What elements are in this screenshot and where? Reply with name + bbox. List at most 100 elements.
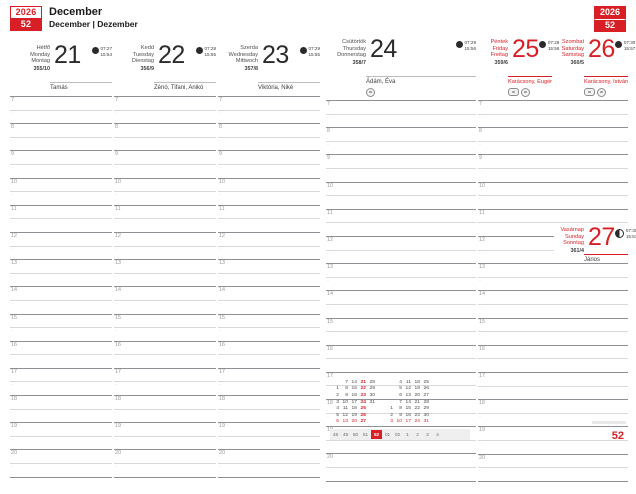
mini-calendar[interactable]: 7 14 21 28 1 8 15 22 29 2 9 16 23 30 3 10 17 24 31 4 11 18 25 5… <box>330 380 470 440</box>
hour-row[interactable]: 7 <box>218 96 320 110</box>
day-column-wednesday[interactable]: Szerda Wednesday Mittwoch 357/8 23 07:29… <box>218 42 320 490</box>
mini-calendar-day[interactable]: 5 <box>336 412 339 418</box>
hour-grid-wednesday[interactable]: 7 · 8 · 9 · 10 · 11 · 12 · 13 · 14 · 15 · 16 · 17 · 18 · 19 · 20 · <box>218 96 320 490</box>
hour-row[interactable]: 10 <box>326 181 476 196</box>
mini-calendar-day[interactable]: 13 <box>342 419 348 425</box>
mini-calendar-day[interactable]: 6 <box>336 419 339 425</box>
week-number[interactable]: 3 <box>426 432 429 437</box>
hour-row[interactable]: 17 <box>326 371 476 386</box>
day-column-weekend[interactable]: Péntek Friday Freitag 359/6 25 07:29 1 <box>478 36 636 494</box>
half-hour-row[interactable]: · <box>478 385 628 400</box>
half-hour-row[interactable]: · <box>478 276 628 291</box>
half-hour-row[interactable]: · <box>478 467 628 481</box>
week-number[interactable]: 51 <box>362 432 369 437</box>
half-hour-row[interactable]: · <box>478 113 628 128</box>
half-hour-row[interactable]: · <box>10 354 112 368</box>
half-hour-row[interactable]: · <box>326 167 476 182</box>
half-hour-row[interactable]: · <box>478 222 628 236</box>
hour-row[interactable]: 15 <box>114 313 216 328</box>
mini-calendar-day[interactable]: 19 <box>414 386 420 392</box>
mini-calendar-day[interactable]: 15 <box>405 406 411 412</box>
week-number[interactable]: 52 <box>371 430 382 439</box>
week-number[interactable]: 02 <box>394 432 401 437</box>
mini-calendar-day[interactable]: 20 <box>351 419 357 425</box>
half-hour-row[interactable]: · <box>218 435 320 450</box>
half-hour-row[interactable]: · <box>10 163 112 178</box>
hour-row[interactable]: 14 <box>478 290 628 304</box>
half-hour-row[interactable]: · <box>218 218 320 232</box>
half-hour-row[interactable]: · <box>10 191 112 205</box>
hour-row[interactable]: 16 <box>218 340 320 355</box>
mini-calendar-day[interactable]: 27 <box>360 419 366 425</box>
week-number[interactable]: 48 <box>332 432 339 437</box>
mini-calendar-day[interactable]: 13 <box>405 393 411 399</box>
mini-calendar-day[interactable]: 10 <box>342 399 348 405</box>
hour-row[interactable]: 8 <box>218 123 320 137</box>
mini-calendar-day[interactable]: 11 <box>405 379 411 385</box>
hour-row[interactable]: 12 <box>10 231 112 246</box>
half-hour-row[interactable]: · <box>478 195 628 209</box>
mini-calendar-day[interactable]: 12 <box>342 412 348 418</box>
hour-row[interactable]: 13 <box>326 263 476 277</box>
hour-row[interactable]: 16 <box>114 340 216 355</box>
hour-row[interactable]: 14 <box>326 290 476 304</box>
hour-row[interactable]: 8 <box>478 127 628 141</box>
hour-row[interactable]: 17 <box>478 371 628 386</box>
hour-row[interactable]: 10 <box>478 181 628 196</box>
hour-row[interactable]: 8 <box>326 127 476 141</box>
half-hour-row[interactable]: · <box>326 358 476 372</box>
day-column-tuesday[interactable]: Kedd Tuesday Dienstag 356/9 22 07:28 15:… <box>114 42 216 490</box>
hour-row[interactable]: 13 <box>114 259 216 273</box>
mini-calendar-day[interactable]: 7 <box>345 379 348 385</box>
hour-row[interactable]: 16 <box>10 340 112 355</box>
half-hour-row[interactable]: · <box>10 272 112 287</box>
hour-row[interactable]: 15 <box>478 317 628 332</box>
half-hour-row[interactable]: · <box>218 272 320 287</box>
half-hour-row[interactable]: · <box>10 381 112 395</box>
half-hour-row[interactable]: · <box>114 109 216 124</box>
week-number[interactable]: 2 <box>416 432 419 437</box>
hour-row[interactable]: 8 <box>10 123 112 137</box>
mini-calendar-day[interactable]: 3 <box>390 419 393 425</box>
hour-row[interactable]: 7 <box>114 96 216 110</box>
hour-row[interactable]: 20 <box>218 449 320 463</box>
half-hour-row[interactable]: · <box>478 412 628 427</box>
half-hour-row[interactable]: · <box>218 245 320 260</box>
hour-row[interactable]: 14 <box>218 286 320 300</box>
half-hour-row[interactable]: · <box>218 408 320 423</box>
week-number[interactable]: 49 <box>342 432 349 437</box>
half-hour-row[interactable]: · <box>326 195 476 209</box>
mini-calendar-day[interactable]: 25 <box>423 379 429 385</box>
hour-row[interactable]: 12 <box>218 231 320 246</box>
hour-row[interactable]: 17 <box>114 367 216 382</box>
mini-calendar-day[interactable]: 18 <box>414 379 420 385</box>
half-hour-row[interactable]: · <box>10 408 112 423</box>
half-hour-row[interactable]: · <box>114 245 216 260</box>
hour-row[interactable]: 7 <box>478 100 628 114</box>
mini-calendar-month-a[interactable]: 7 14 21 28 1 8 15 22 29 2 9 16 23 30 3 10 17 24 31 4 11 18 25 5… <box>330 380 375 426</box>
mini-calendar-day[interactable]: 24 <box>360 399 366 405</box>
mini-calendar-day[interactable]: 15 <box>351 386 357 392</box>
hour-row[interactable]: 17 <box>10 367 112 382</box>
half-hour-row[interactable]: · <box>114 163 216 178</box>
hour-row[interactable]: 18 <box>326 399 476 413</box>
hour-row[interactable]: 9 <box>478 154 628 168</box>
mini-calendar-day[interactable]: 8 <box>345 386 348 392</box>
half-hour-row[interactable]: · <box>10 136 112 151</box>
mini-calendar-day[interactable]: 27 <box>423 393 429 399</box>
mini-calendar-day[interactable]: 29 <box>423 406 429 412</box>
mini-calendar-day[interactable]: 23 <box>360 393 366 399</box>
mini-calendar-day[interactable]: 21 <box>414 399 420 405</box>
hour-row[interactable]: 7 <box>10 96 112 110</box>
day-column-monday[interactable]: Hétfő Monday Montag 355/10 21 07:27 15:5… <box>10 42 112 490</box>
hour-grid-monday[interactable]: 7 · 8 · 9 · 10 · 11 · 12 · 13 · 14 · 15 · 16 · 17 · 18 · 19 · 20 · <box>10 96 112 490</box>
half-hour-row[interactable]: · <box>10 463 112 477</box>
half-hour-row[interactable]: · <box>478 140 628 155</box>
mini-calendar-day[interactable]: 22 <box>414 406 420 412</box>
hour-row[interactable]: 9 <box>218 150 320 164</box>
mini-calendar-day[interactable] <box>384 380 393 387</box>
half-hour-row[interactable]: · <box>218 163 320 178</box>
hour-row[interactable]: 16 <box>478 344 628 359</box>
mini-calendar-day[interactable]: 17 <box>405 419 411 425</box>
hour-grid-tuesday[interactable]: 7 · 8 · 9 · 10 · 11 · 12 · 13 · 14 · 15 · 16 · 17 · 18 · 19 · 20 · <box>114 96 216 490</box>
